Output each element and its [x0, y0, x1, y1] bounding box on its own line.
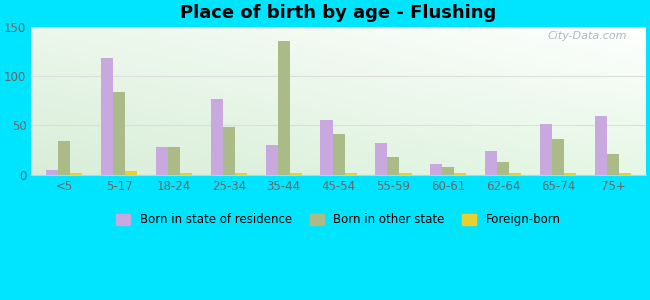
Bar	[509, 173, 521, 175]
Bar	[113, 92, 125, 175]
Bar	[278, 41, 290, 175]
Bar	[485, 151, 497, 175]
Bar	[46, 170, 58, 175]
Bar	[223, 127, 235, 175]
Bar	[101, 58, 113, 175]
Bar	[387, 157, 400, 175]
Bar	[266, 145, 278, 175]
Bar	[168, 147, 180, 175]
Bar	[180, 173, 192, 175]
Bar	[211, 99, 223, 175]
Bar	[375, 143, 387, 175]
Bar	[400, 173, 411, 175]
Bar	[442, 167, 454, 175]
Text: City-Data.com: City-Data.com	[548, 31, 627, 41]
Bar	[320, 120, 333, 175]
Bar	[595, 116, 607, 175]
Bar	[619, 173, 631, 175]
Title: Place of birth by age - Flushing: Place of birth by age - Flushing	[181, 4, 497, 22]
Bar	[552, 139, 564, 175]
Bar	[333, 134, 344, 175]
Bar	[70, 173, 83, 175]
Bar	[497, 162, 509, 175]
Bar	[290, 173, 302, 175]
Bar	[607, 154, 619, 175]
Bar	[344, 173, 357, 175]
Bar	[430, 164, 442, 175]
Bar	[540, 124, 552, 175]
Bar	[58, 141, 70, 175]
Bar	[564, 173, 576, 175]
Bar	[454, 173, 467, 175]
Bar	[125, 171, 137, 175]
Legend: Born in state of residence, Born in other state, Foreign-born: Born in state of residence, Born in othe…	[111, 208, 566, 231]
Bar	[235, 173, 247, 175]
Bar	[156, 147, 168, 175]
